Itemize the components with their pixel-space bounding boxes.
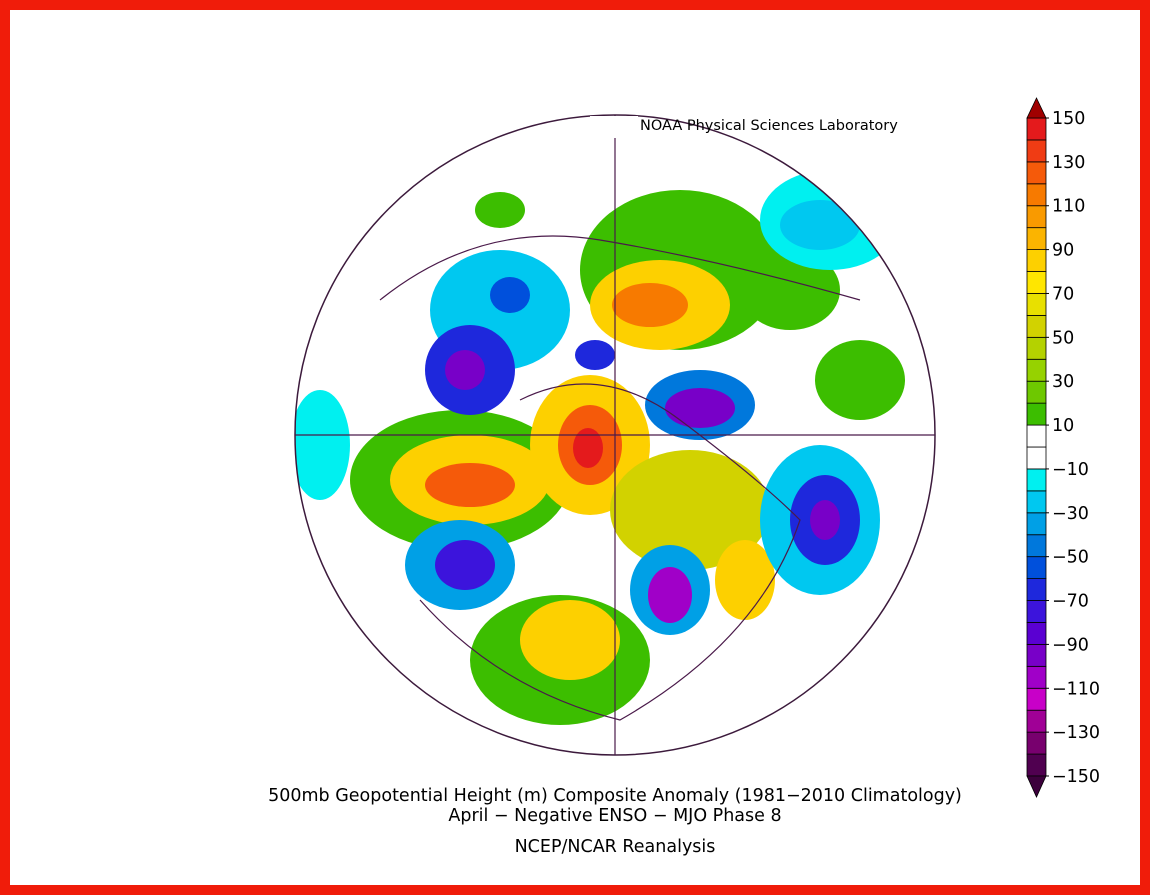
lab-credit: NOAA Physical Sciences Laboratory (640, 118, 898, 134)
colorbar-bin (1026, 271, 1047, 294)
colorbar-tick-label: 90 (1052, 241, 1074, 261)
colorbar-tick-label: −10 (1052, 460, 1089, 480)
map-border (294, 114, 936, 756)
colorbar-tick-label: 50 (1052, 328, 1074, 348)
colorbar-bin (1026, 753, 1047, 777)
title: 500mb Geopotential Height (m) Composite … (268, 786, 962, 806)
colorbar-bin (1026, 644, 1047, 667)
colorbar-bin (1026, 358, 1047, 382)
colorbar-bin (1026, 490, 1047, 514)
colorbar-extend-low (1026, 775, 1047, 798)
colorbar-bin (1026, 380, 1047, 404)
colorbar-tick-label: −90 (1052, 635, 1089, 655)
colorbar-bin (1026, 468, 1047, 492)
colorbar-tick-label: −50 (1052, 548, 1089, 568)
colorbar-tick-label: −150 (1052, 767, 1100, 787)
colorbar-bin (1026, 556, 1047, 580)
colorbar-tick-label: 10 (1052, 416, 1074, 436)
colorbar-bin (1026, 512, 1047, 536)
source: NCEP/NCAR Reanalysis (515, 837, 716, 857)
map (295, 115, 935, 755)
colorbar-bin (1026, 117, 1047, 141)
logo-blank (590, 116, 638, 138)
colorbar-bin (1026, 600, 1047, 623)
colorbar-extend-high (1026, 97, 1047, 119)
colorbar-bin (1026, 314, 1047, 338)
colorbar-bin (1026, 139, 1047, 163)
colorbar-bin (1026, 161, 1047, 185)
colorbar-bin (1026, 183, 1047, 207)
colorbar-bin (1026, 534, 1047, 558)
colorbar-tick-label: 130 (1052, 153, 1085, 173)
colorbar-bin (1026, 446, 1047, 470)
colorbar-bin (1026, 424, 1047, 448)
colorbar-tick-label: 150 (1052, 109, 1085, 129)
subtitle: April − Negative ENSO − MJO Phase 8 (448, 806, 781, 826)
colorbar-bin (1026, 336, 1047, 360)
colorbar-bin (1026, 227, 1047, 251)
colorbar: 150 130 110 90 70 50 30 10 −10 −30 −50 −70 −90 −110 −1… (1026, 97, 1100, 798)
colorbar-bin (1026, 687, 1047, 711)
colorbar-bin (1026, 578, 1047, 601)
colorbar-tick-label: 110 (1052, 197, 1085, 217)
colorbar-tick-label: 30 (1052, 372, 1074, 392)
colorbar-bin (1026, 402, 1047, 426)
colorbar-tick-label: −130 (1052, 723, 1100, 743)
colorbar-bin (1026, 622, 1047, 645)
colorbar-bin (1026, 293, 1047, 316)
colorbar-tick-label: −70 (1052, 592, 1089, 612)
colorbar-bin (1026, 731, 1047, 755)
colorbar-tick-label: −30 (1052, 504, 1089, 524)
colorbar-bin (1026, 709, 1047, 733)
colorbar-tick-label: 70 (1052, 284, 1074, 304)
colorbar-bin (1026, 665, 1047, 689)
colorbar-bin (1026, 205, 1047, 229)
colorbar-tick-label: −110 (1052, 679, 1100, 699)
colorbar-bin (1026, 249, 1047, 272)
